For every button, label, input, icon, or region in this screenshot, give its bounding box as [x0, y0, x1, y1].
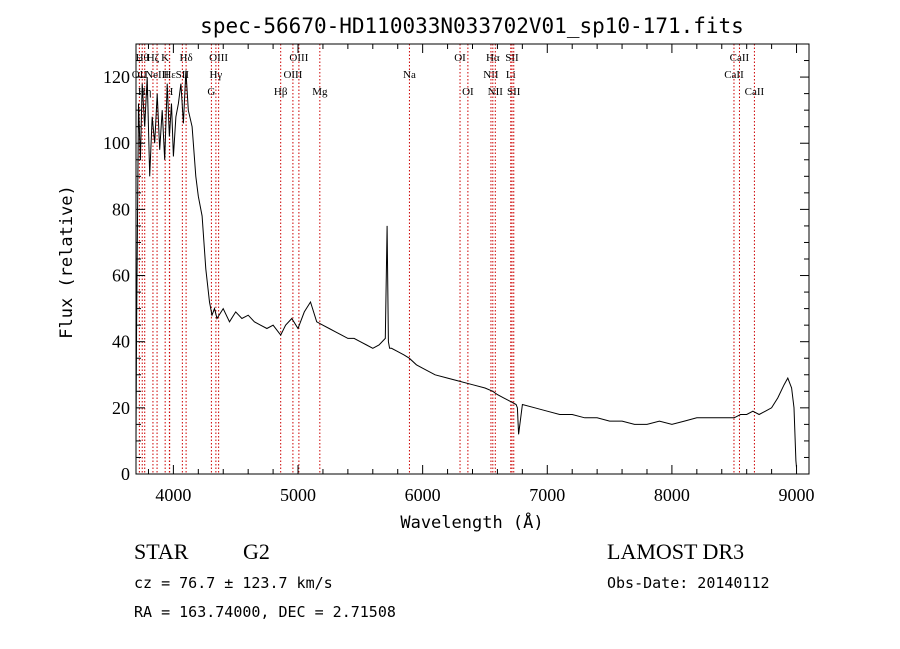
x-tick-label: 7000	[529, 485, 565, 505]
y-axis-label: Flux (relative)	[57, 185, 77, 339]
marker-label: Hδ	[180, 52, 193, 64]
marker-label: Na	[403, 69, 416, 81]
marker-label: Hζ	[147, 52, 160, 64]
marker-label: OI	[462, 86, 474, 98]
marker-label: Mg	[312, 86, 328, 98]
y-tick-label: 0	[121, 464, 130, 484]
x-tick-label: 9000	[779, 485, 815, 505]
marker-label: K	[161, 52, 169, 64]
marker-label: H	[165, 86, 173, 98]
x-axis-label: Wavelength (Å)	[400, 511, 543, 533]
marker-label: Hγ	[209, 69, 222, 81]
marker-label: NII	[483, 69, 499, 81]
chart-title: spec-56670-HD110033N033702V01_sp10-171.f…	[200, 14, 744, 38]
marker-label: CaII	[730, 52, 750, 64]
x-tick-label: 6000	[405, 485, 441, 505]
coordinates: RA = 163.74000, DEC = 2.71508	[134, 603, 396, 621]
plot-frame	[135, 43, 810, 475]
marker-label: SII	[176, 69, 190, 81]
object-subclass: G2	[243, 539, 270, 564]
marker-label: OIII	[289, 52, 308, 64]
y-tick-label: 100	[103, 133, 130, 153]
marker-label: OIII	[283, 69, 302, 81]
marker-label: SII	[505, 52, 519, 64]
marker-label: CaII	[745, 86, 765, 98]
marker-label: NeIII	[145, 69, 169, 81]
x-axis: 4000 5000 6000 7000 8000 9000	[147, 44, 815, 505]
series-line-spectrum	[135, 70, 797, 468]
y-tick-label: 60	[112, 266, 130, 286]
marker-label: SII	[507, 86, 521, 98]
marker-label: Hη	[138, 86, 152, 98]
marker-label: Li	[506, 69, 516, 81]
y-tick-label: 120	[103, 67, 130, 87]
survey-name: LAMOST DR3	[607, 539, 745, 564]
marker-label: NII	[488, 86, 504, 98]
object-class: STAR	[134, 539, 189, 564]
x-tick-label: 4000	[155, 485, 191, 505]
redshift-cz: cz = 76.7 ± 123.7 km/s	[134, 574, 333, 592]
marker-label: CaII	[724, 69, 744, 81]
y-tick-label: 20	[112, 398, 130, 418]
y-tick-label: 80	[112, 199, 130, 219]
series-layer	[135, 70, 797, 468]
x-tick-label: 5000	[280, 485, 316, 505]
y-tick-label: 40	[112, 332, 130, 352]
obs-date: Obs-Date: 20140112	[607, 574, 770, 592]
marker-label: OIII	[209, 52, 228, 64]
marker-label: Hα	[486, 52, 500, 64]
x-tick-label: 8000	[654, 485, 690, 505]
marker-label: G	[207, 86, 215, 98]
marker-label: Hε	[163, 69, 176, 81]
marker-label: Hβ	[274, 86, 288, 98]
y-axis: 0 20 40 60 80 100 120	[103, 60, 809, 484]
marker-label: OI	[454, 52, 466, 64]
